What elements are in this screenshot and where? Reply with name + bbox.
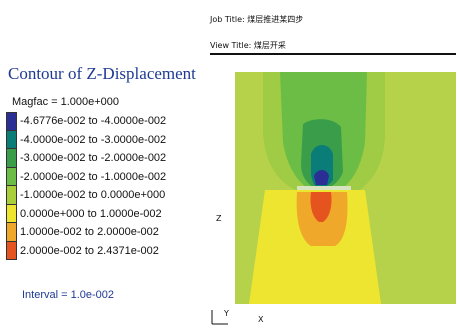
legend-range-label: -4.6776e-002 to -4.0000e-002 <box>20 115 167 128</box>
legend-range-label: 2.0000e-002 to 2.4371e-002 <box>20 244 159 257</box>
axis-z-label: Z <box>216 214 222 223</box>
legend-swatch <box>6 130 17 149</box>
legend-swatch <box>6 149 17 168</box>
legend-range-label: -2.0000e-002 to -1.0000e-002 <box>20 170 167 183</box>
legend-row: -4.6776e-002 to -4.0000e-002 <box>6 112 166 131</box>
legend-swatch <box>6 204 17 223</box>
legend-row: 1.0000e-002 to 2.0000e-002 <box>6 223 166 242</box>
legend-row: 0.0000e+000 to 1.0000e-002 <box>6 204 166 223</box>
legend-row: -4.0000e-002 to -3.0000e-002 <box>6 130 167 149</box>
legend-title: Contour of Z-Displacement <box>8 64 196 83</box>
legend-swatch <box>6 223 17 242</box>
title-rule <box>210 53 456 55</box>
legend-range-label: -1.0000e-002 to 0.0000e+000 <box>20 189 166 202</box>
magfac-label: Magfac = 1.000e+000 <box>12 96 120 108</box>
legend-swatch <box>6 186 17 205</box>
contour-band <box>310 192 332 222</box>
legend-row: -2.0000e-002 to -1.0000e-002 <box>6 167 167 186</box>
legend-row: -1.0000e-002 to 0.0000e+000 <box>6 186 166 205</box>
legend-range-label: -4.0000e-002 to -3.0000e-002 <box>20 133 167 146</box>
legend-range-label: 1.0000e-002 to 2.0000e-002 <box>20 226 159 239</box>
legend-range-label: 0.0000e+000 to 1.0000e-002 <box>20 207 162 220</box>
contour-band <box>249 190 381 304</box>
contour-band <box>314 170 329 185</box>
interval-label: Interval = 1.0e-002 <box>22 289 115 301</box>
view-title: View Title: 煤层开采 <box>210 41 286 50</box>
job-title: Job Title: 煤层推进某四步 <box>210 15 304 24</box>
legend-row: 2.0000e-002 to 2.4371e-002 <box>6 241 166 260</box>
axis-triad-icon <box>211 310 228 325</box>
seam-line <box>297 186 351 190</box>
legend-row: -3.0000e-002 to -2.0000e-002 <box>6 149 166 168</box>
axis-y-label: Y <box>224 309 229 318</box>
axis-x-label: X <box>258 315 264 324</box>
contour-plot <box>235 72 456 304</box>
legend-ranges: -4.6776e-002 to -4.0000e-002 -4.0000e-00… <box>6 112 166 260</box>
legend-range-label: -3.0000e-002 to -2.0000e-002 <box>20 152 167 165</box>
legend-swatch <box>6 241 17 260</box>
legend-swatch <box>6 112 17 131</box>
legend-swatch <box>6 167 17 186</box>
